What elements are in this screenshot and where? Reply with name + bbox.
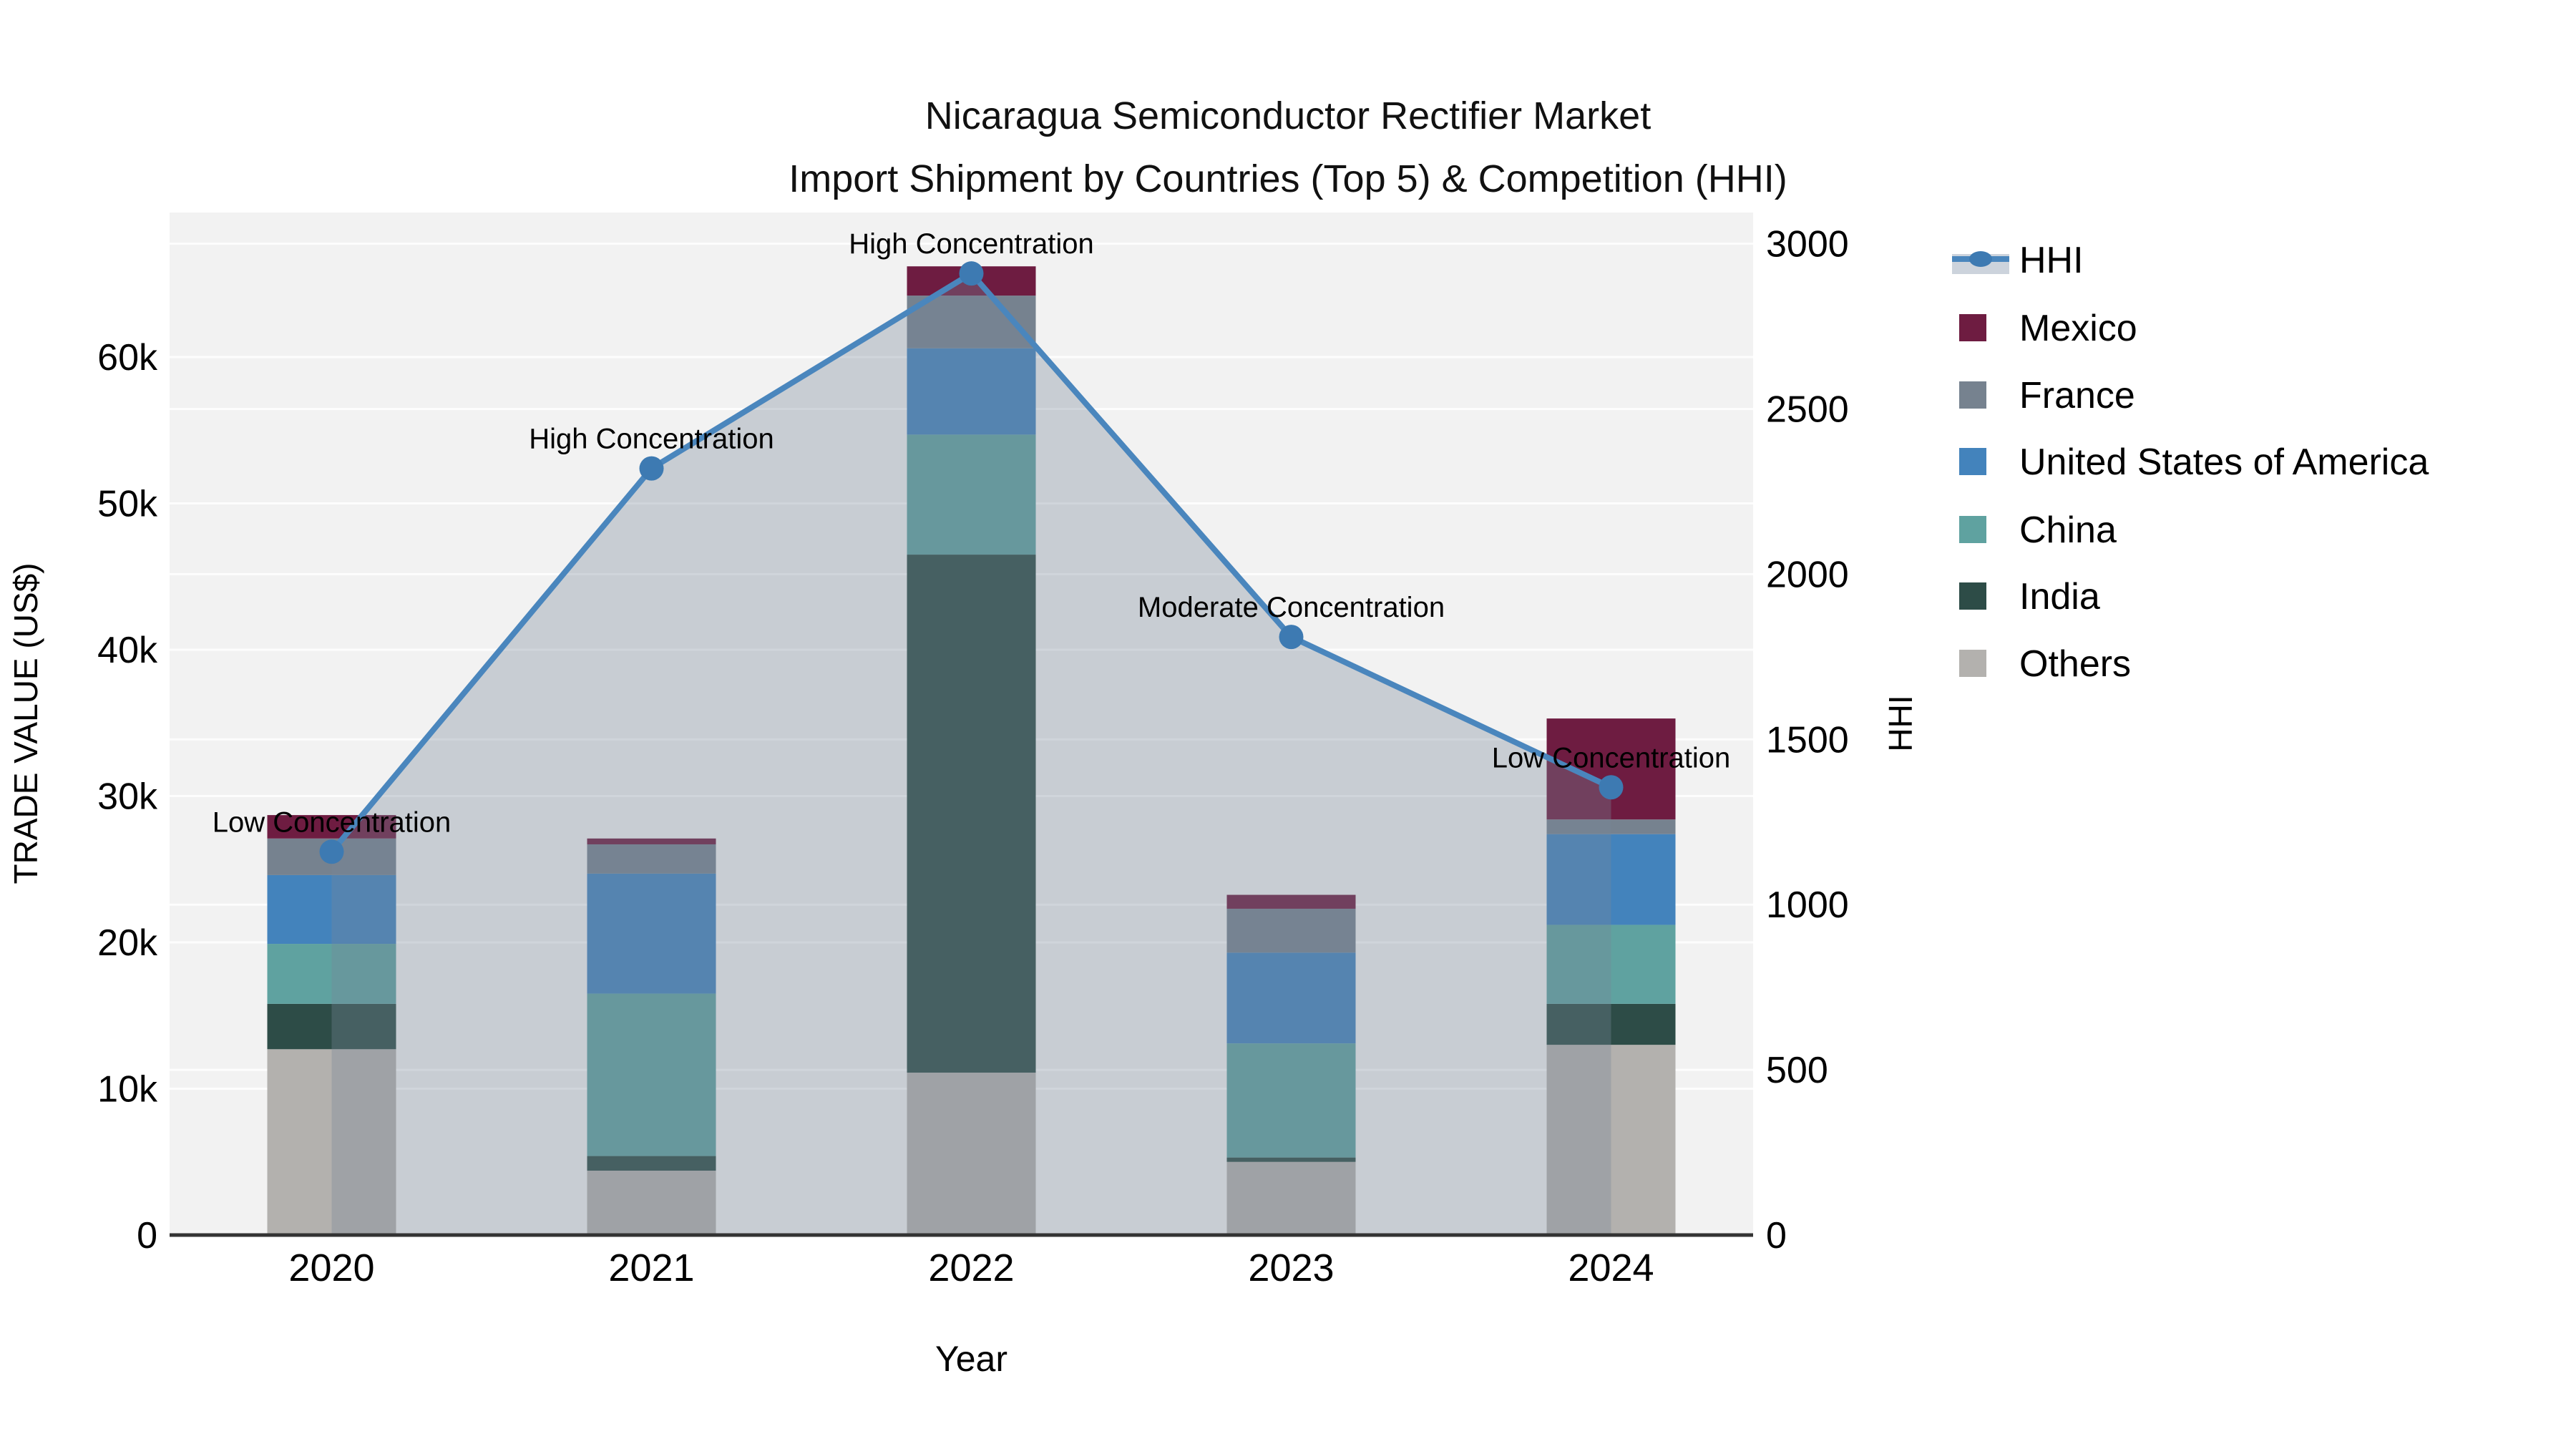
bar-segment-india-2024: [1546, 1003, 1676, 1045]
right-tick-2000: 2000: [1766, 554, 1849, 595]
bar-segment-mexico-2023: [1226, 894, 1356, 909]
right-tick-500: 500: [1766, 1050, 1828, 1091]
hhi-marker-2022: [959, 261, 984, 286]
bar-segment-others-2020: [267, 1049, 396, 1235]
legend-label-others: Others: [2019, 643, 2131, 685]
left-tick-0: 0: [137, 1215, 157, 1257]
legend-swatch-india: [1959, 582, 1986, 610]
chart-title-line2: Import Shipment by Countries (Top 5) & C…: [789, 157, 1787, 200]
bar-segment-india-2023: [1226, 1157, 1356, 1162]
left-tick-30k: 30k: [97, 776, 158, 818]
hhi-marker-2020: [319, 839, 344, 864]
x-tick-2022: 2022: [928, 1246, 1014, 1289]
legend-label-china: China: [2019, 509, 2117, 551]
x-tick-2020: 2020: [288, 1246, 374, 1289]
bar-segment-france-2024: [1546, 819, 1676, 834]
legend-label-hhi: HHI: [2019, 240, 2084, 281]
left-tick-40k: 40k: [97, 630, 158, 671]
left-tick-20k: 20k: [97, 922, 158, 964]
bar-segment-china-2023: [1226, 1043, 1356, 1158]
bar-segment-others-2023: [1226, 1161, 1356, 1235]
bar-segment-others-2024: [1546, 1045, 1676, 1235]
bar-segment-india-2021: [587, 1156, 716, 1171]
bar-segment-united-states-of-america-2020: [267, 874, 396, 945]
annotation-2022: High Concentration: [849, 228, 1093, 260]
right-tick-0: 0: [1766, 1215, 1787, 1257]
x-tick-2024: 2024: [1568, 1246, 1654, 1289]
hhi-area-fill: [331, 273, 1611, 1235]
x-axis-title: Year: [935, 1339, 1008, 1379]
bar-segment-india-2022: [907, 555, 1036, 1073]
bar-segment-united-states-of-america-2023: [1226, 952, 1356, 1044]
legend-swatch-france: [1959, 381, 1986, 409]
bar-segment-china-2022: [907, 434, 1036, 555]
right-tick-3000: 3000: [1766, 224, 1849, 265]
bar-segment-china-2020: [267, 944, 396, 1004]
bar-segment-france-2023: [1226, 908, 1356, 953]
right-tick-1500: 1500: [1766, 719, 1849, 761]
legend-hhi-marker: [1969, 251, 1992, 267]
annotation-2021: High Concentration: [529, 424, 774, 455]
bar-segment-mexico-2020: [267, 815, 396, 839]
legend-swatch-united-states-of-america: [1959, 448, 1986, 475]
bar-segment-china-2021: [587, 993, 716, 1156]
chart-title-line1: Nicaragua Semiconductor Rectifier Market: [925, 94, 1651, 137]
annotation-2020: Low Concentration: [213, 806, 452, 838]
right-tick-2500: 2500: [1766, 389, 1849, 431]
legend-swatch-china: [1959, 516, 1986, 543]
left-axis-title: TRADE VALUE (US$): [7, 562, 44, 884]
right-axis-title: HHI: [1882, 695, 1919, 751]
left-tick-60k: 60k: [97, 337, 158, 379]
bar-segment-india-2020: [267, 1003, 396, 1050]
legend-label-united-states-of-america: United States of America: [2019, 441, 2429, 483]
legend-swatch-mexico: [1959, 314, 1986, 341]
left-tick-10k: 10k: [97, 1069, 158, 1111]
bar-segment-france-2021: [587, 844, 716, 874]
bar-segment-united-states-of-america-2024: [1546, 834, 1676, 925]
annotation-2024: Low Concentration: [1492, 742, 1731, 774]
legend-label-france: France: [2019, 375, 2135, 416]
legend-label-india: India: [2019, 576, 2100, 618]
hhi-marker-2021: [639, 456, 664, 481]
bar-segment-others-2022: [907, 1073, 1036, 1235]
hhi-marker-2024: [1599, 775, 1624, 800]
annotation-2023: Moderate Concentration: [1138, 592, 1445, 623]
x-tick-2023: 2023: [1248, 1246, 1334, 1289]
bar-segment-united-states-of-america-2022: [907, 348, 1036, 435]
legend-label-mexico: Mexico: [2019, 308, 2137, 349]
left-tick-50k: 50k: [97, 484, 158, 525]
bar-segment-china-2024: [1546, 924, 1676, 1004]
legend-swatch-others: [1959, 650, 1986, 677]
bar-segment-others-2021: [587, 1171, 716, 1235]
bar-segment-united-states-of-america-2021: [587, 873, 716, 994]
right-tick-1000: 1000: [1766, 884, 1849, 926]
x-tick-2021: 2021: [608, 1246, 694, 1289]
bar-segment-mexico-2021: [587, 838, 716, 844]
hhi-marker-2023: [1279, 625, 1304, 650]
